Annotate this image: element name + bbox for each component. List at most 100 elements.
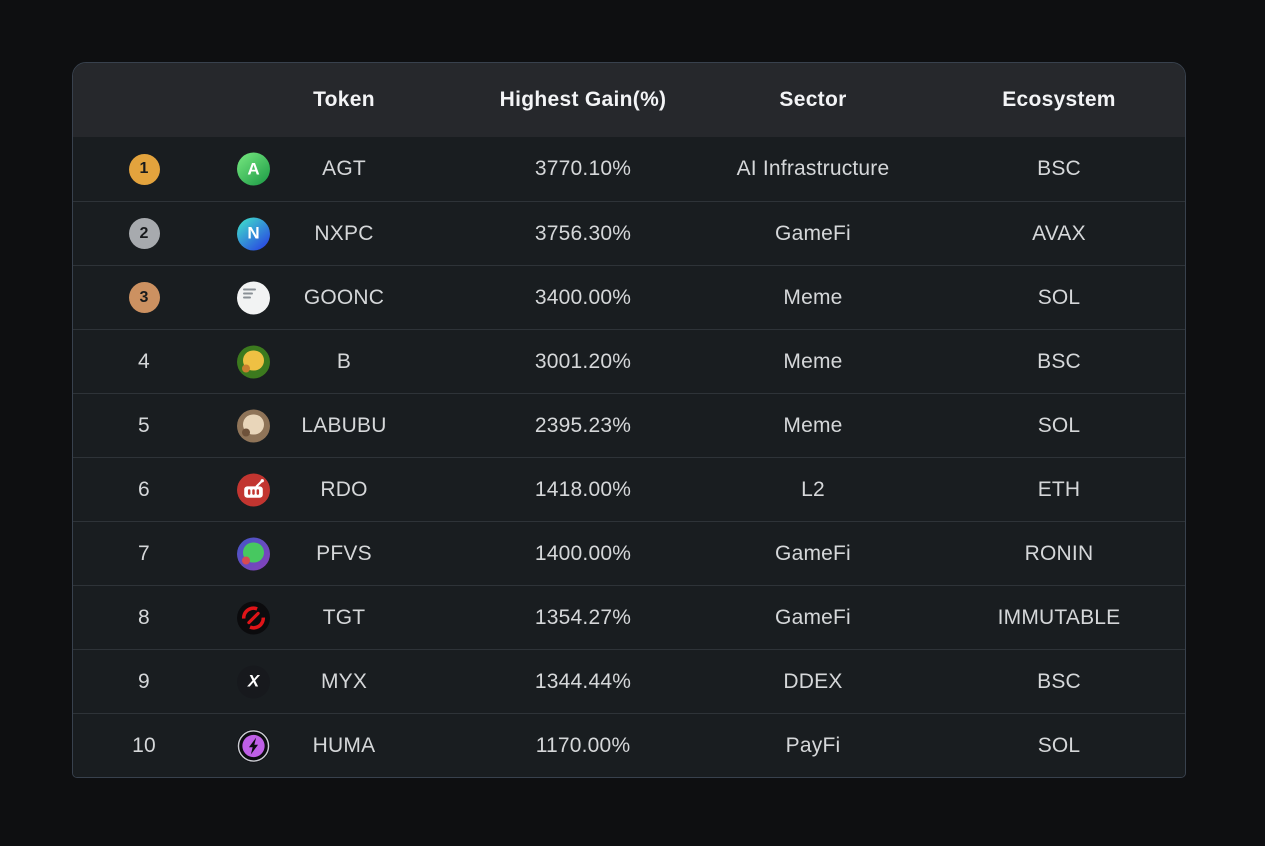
sector-value: GameFi (775, 541, 851, 565)
ecosystem-value: IMMUTABLE (997, 605, 1121, 629)
rank-cell: 2 (73, 218, 215, 249)
ecosystem-value: AVAX (1032, 221, 1086, 245)
token-name: GOONC (303, 285, 385, 309)
table-row-pfvs[interactable]: 7 PFVS 1400.00% GameFi RONIN (73, 521, 1185, 585)
table-row-labubu[interactable]: 5 LABUBU 2395.23% Meme SOL (73, 393, 1185, 457)
table-row-goonc[interactable]: 3 GOONC 3400.00% Meme SOL (73, 265, 1185, 329)
table-row-agt[interactable]: 1 A AGT 3770.10% AI Infrastructure BSC (73, 137, 1185, 201)
token-name: NXPC (314, 221, 374, 245)
tgt-token-icon-slot (237, 601, 270, 634)
ecosystem-value: ETH (1037, 477, 1081, 501)
rank-number: 9 (138, 669, 150, 693)
table-row-tgt[interactable]: 8 TGT 1354.27% GameFi IMMUTABLE (73, 585, 1185, 649)
table-row-rdo[interactable]: 6 RDO 1418.00% L2 ETH (73, 457, 1185, 521)
ecosystem-value: BSC (1037, 349, 1081, 373)
nxpc-token-icon-slot: N (237, 217, 270, 250)
ecosystem-value: SOL (1037, 285, 1081, 309)
rank-cell: 4 (73, 350, 215, 374)
labubu-token-icon-slot (237, 409, 270, 442)
highest-gain-value: 1170.00% (535, 733, 631, 757)
rdo-token-icon-slot (237, 473, 270, 506)
ecosystem-value: BSC (1037, 669, 1081, 693)
highest-gain-value: 2395.23% (534, 413, 632, 437)
highest-gain-value: 3400.00% (534, 285, 632, 309)
token-gainers-leaderboard: Token Highest Gain(%) Sector Ecosystem 1… (72, 62, 1186, 778)
pfvs-token-icon-slot (237, 537, 270, 570)
rank-cell: 7 (73, 542, 215, 566)
pfvs-token-icon (237, 537, 270, 570)
sector-value: DDEX (783, 669, 843, 693)
token-name: HUMA (312, 733, 376, 757)
rank-badge-bronze: 3 (128, 282, 160, 313)
sector-value: Meme (783, 413, 843, 437)
header-token: Token (313, 88, 375, 111)
huma-token-icon (237, 729, 270, 762)
rank-badge-gold: 1 (128, 153, 160, 185)
token-cell: A AGT (215, 137, 473, 201)
token-cell: PFVS (215, 522, 473, 585)
sector-value: Meme (783, 349, 843, 373)
highest-gain-value: 3756.30% (534, 221, 632, 245)
sector-value: AI Infrastructure (736, 157, 890, 180)
myx-token-icon-slot: X (237, 665, 270, 698)
token-name: B (336, 349, 352, 373)
ecosystem-value: RONIN (1024, 541, 1094, 565)
sector-value: PayFi (785, 733, 841, 757)
highest-gain-value: 3001.20% (534, 349, 632, 373)
token-cell: N NXPC (215, 202, 473, 265)
rdo-token-icon (237, 473, 270, 506)
rank-cell: 10 (73, 734, 215, 758)
highest-gain-value: 1354.27% (534, 605, 632, 629)
token-cell: B (215, 330, 473, 393)
table-header-row: Token Highest Gain(%) Sector Ecosystem (73, 63, 1185, 137)
rank-cell: 1 (73, 153, 215, 185)
rank-number: 8 (138, 605, 150, 629)
header-sector: Sector (779, 88, 847, 111)
rank-badge-silver: 2 (128, 218, 160, 249)
rank-number: 10 (132, 733, 156, 757)
token-name: TGT (322, 605, 366, 629)
sector-value: GameFi (775, 605, 851, 629)
token-cell: TGT (215, 586, 473, 649)
token-cell: X MYX (215, 650, 473, 713)
rank-number: 7 (138, 541, 150, 565)
highest-gain-value: 1400.00% (534, 541, 632, 565)
ecosystem-value: BSC (1037, 157, 1081, 180)
table-row-myx[interactable]: 9 X MYX 1344.44% DDEX BSC (73, 649, 1185, 713)
table-body: 1 A AGT 3770.10% AI Infrastructure BSC 2… (73, 137, 1185, 777)
nxpc-token-icon: N (237, 217, 270, 250)
token-name: MYX (320, 669, 368, 693)
token-cell: GOONC (215, 266, 473, 329)
token-name: LABUBU (301, 413, 387, 437)
rank-cell: 6 (73, 478, 215, 502)
rank-number: 5 (138, 413, 150, 437)
agt-token-icon-slot: A (237, 152, 270, 186)
token-name: PFVS (316, 541, 372, 565)
rank-cell: 5 (73, 414, 215, 438)
huma-token-icon-slot (237, 729, 270, 762)
highest-gain-value: 1418.00% (534, 477, 632, 501)
b-token-icon (237, 345, 270, 378)
sector-value: L2 (801, 477, 825, 501)
ecosystem-value: SOL (1037, 413, 1081, 437)
tgt-token-icon (237, 601, 270, 634)
labubu-token-icon (237, 409, 270, 442)
table-row-b[interactable]: 4 B 3001.20% Meme BSC (73, 329, 1185, 393)
rank-cell: 8 (73, 606, 215, 630)
myx-token-icon: X (237, 665, 270, 698)
rank-number: 4 (138, 349, 150, 373)
goonc-token-icon (237, 281, 270, 314)
header-highest-gain: Highest Gain(%) (499, 88, 667, 111)
table-row-huma[interactable]: 10 HUMA 1170.00% PayFi SOL (73, 713, 1185, 777)
table-row-nxpc[interactable]: 2 N NXPC 3756.30% GameFi AVAX (73, 201, 1185, 265)
highest-gain-value: 3770.10% (534, 157, 632, 180)
token-cell: LABUBU (215, 394, 473, 457)
token-name: AGT (322, 157, 366, 180)
sector-value: GameFi (775, 221, 851, 245)
ecosystem-value: SOL (1037, 733, 1081, 757)
sector-value: Meme (783, 285, 843, 309)
b-token-icon-slot (237, 345, 270, 378)
agt-token-icon: A (237, 152, 270, 186)
rank-cell: 9 (73, 670, 215, 694)
goonc-token-icon-slot (237, 281, 270, 314)
